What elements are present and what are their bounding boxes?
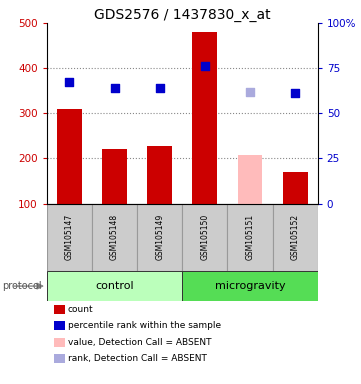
Point <box>67 79 73 85</box>
Bar <box>192 32 217 204</box>
Text: GSM105152: GSM105152 <box>291 214 300 260</box>
Point <box>292 90 298 96</box>
Text: percentile rank within the sample: percentile rank within the sample <box>68 321 221 330</box>
Bar <box>182 271 318 301</box>
Text: count: count <box>68 305 93 314</box>
Text: GSM105147: GSM105147 <box>65 214 74 260</box>
Bar <box>283 172 308 204</box>
Bar <box>238 155 262 204</box>
Text: value, Detection Call = ABSENT: value, Detection Call = ABSENT <box>68 338 212 347</box>
Text: control: control <box>95 281 134 291</box>
Point <box>112 85 118 91</box>
Text: rank, Detection Call = ABSENT: rank, Detection Call = ABSENT <box>68 354 207 363</box>
Bar <box>273 204 318 271</box>
Text: protocol: protocol <box>2 281 42 291</box>
Text: microgravity: microgravity <box>215 281 285 291</box>
Point <box>157 85 162 91</box>
Bar <box>47 271 182 301</box>
Bar <box>147 146 172 204</box>
Point <box>202 63 208 69</box>
Bar <box>57 109 82 204</box>
Bar <box>182 204 227 271</box>
Bar <box>47 204 92 271</box>
Text: GSM105151: GSM105151 <box>245 214 255 260</box>
Bar <box>227 204 273 271</box>
Text: GSM105148: GSM105148 <box>110 214 119 260</box>
Text: GSM105150: GSM105150 <box>200 214 209 260</box>
Text: GSM105149: GSM105149 <box>155 214 164 260</box>
Title: GDS2576 / 1437830_x_at: GDS2576 / 1437830_x_at <box>94 8 271 22</box>
Point <box>247 89 253 95</box>
Bar <box>137 204 182 271</box>
Bar <box>92 204 137 271</box>
Bar <box>102 149 127 204</box>
